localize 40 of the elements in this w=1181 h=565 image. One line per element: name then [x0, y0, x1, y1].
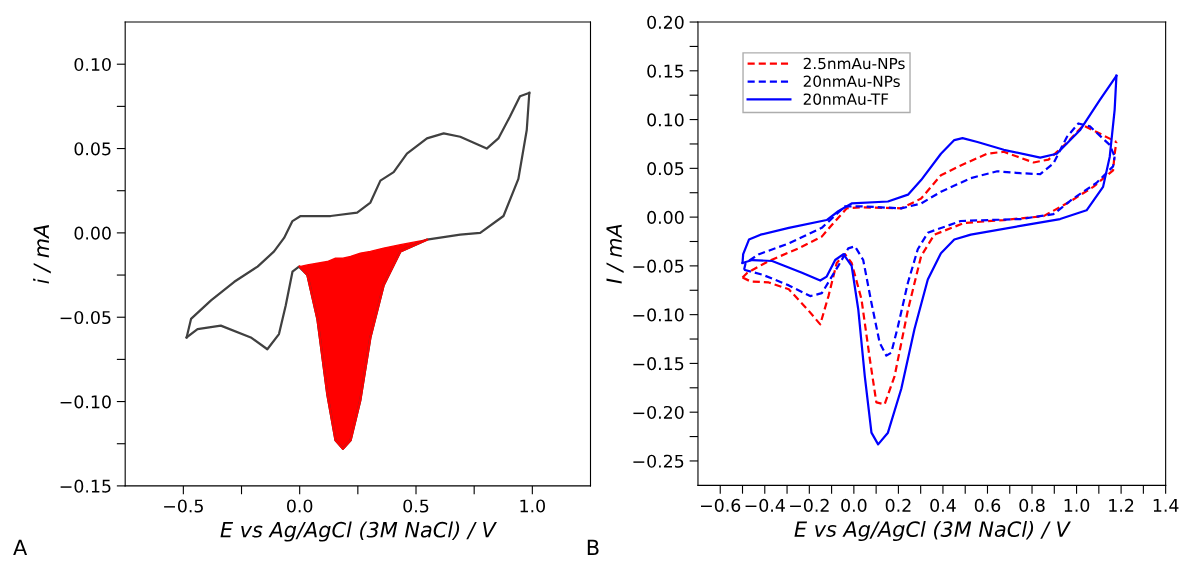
y-tick-label: 0.15 — [647, 64, 684, 78]
legend-label: 2.5nmAu-NPs — [803, 57, 905, 70]
x-tick-label: 0.8 — [1019, 498, 1045, 512]
x-tick-label: −0.5 — [164, 499, 203, 513]
x-tick-label: 1.0 — [520, 499, 545, 513]
x-axis-title: E vs Ag/AgCl (3M NaCl) / V — [220, 521, 497, 542]
y-tick-label: −0.05 — [60, 310, 111, 325]
x-tick-label: 0.0 — [287, 499, 313, 513]
x-tick-label: −0.2 — [790, 498, 829, 512]
y-axis-title: I / mA — [606, 224, 624, 284]
legend-label: 20nmAu-NPs — [803, 75, 900, 88]
text: B — [587, 539, 599, 556]
y-tick-label: −0.25 — [633, 454, 684, 468]
legend-label: 20nmAu-TF — [803, 93, 889, 105]
y-axis-title: i / mA — [33, 225, 51, 284]
x-tick-label: 0.2 — [885, 498, 911, 512]
y-tick-label: 0.00 — [647, 210, 684, 224]
y-tick-label: −0.20 — [633, 405, 684, 420]
x-tick-label: 0.6 — [974, 498, 1001, 512]
y-tick-label: −0.05 — [633, 259, 684, 273]
x-tick-label: 1.2 — [1109, 498, 1134, 512]
y-tick-label: −0.10 — [60, 395, 111, 409]
x-tick-label: −0.6 — [701, 498, 741, 512]
y-tick-label: 0.10 — [647, 113, 684, 127]
x-tick-label: 1.0 — [1064, 498, 1090, 512]
x-tick-label: −0.4 — [745, 498, 785, 512]
y-tick-label: 0.20 — [647, 15, 684, 29]
y-tick-label: 0.05 — [647, 162, 684, 176]
x-tick-label: 0.4 — [930, 498, 956, 512]
y-tick-label: 0.10 — [74, 57, 111, 72]
y-tick-label: 0.00 — [74, 226, 111, 240]
x-tick-label: 0.0 — [841, 498, 867, 512]
y-tick-label: −0.15 — [60, 479, 111, 493]
x-axis-title: E vs Ag/AgCl (3M NaCl) / V — [794, 520, 1071, 542]
x-tick-label: 1.4 — [1153, 499, 1179, 512]
y-tick-label: −0.15 — [633, 357, 684, 371]
y-tick-label: 0.05 — [74, 142, 111, 156]
text: A — [13, 539, 28, 556]
y-tick-label: −0.10 — [633, 308, 684, 322]
x-tick-label: 0.5 — [403, 499, 429, 513]
